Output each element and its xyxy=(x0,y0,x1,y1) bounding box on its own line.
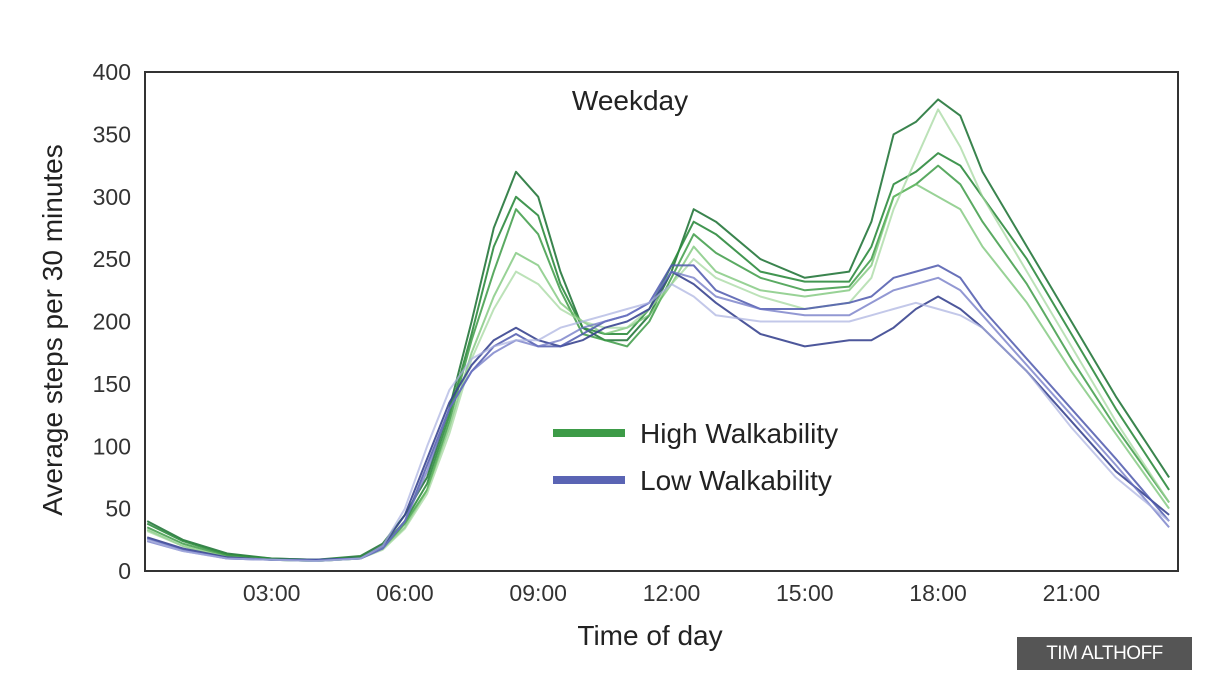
x-tick-label: 12:00 xyxy=(643,580,701,606)
series-line-low-6 xyxy=(146,264,1170,561)
y-axis-label: Average steps per 30 minutes xyxy=(37,144,68,515)
y-tick-label: 250 xyxy=(93,246,131,272)
legend: High Walkability Low Walkability xyxy=(553,418,838,496)
series-line-low-7 xyxy=(146,270,1170,562)
y-tick-label: 50 xyxy=(105,496,131,522)
y-tick-label: 150 xyxy=(93,371,131,397)
legend-label-high: High Walkability xyxy=(640,418,838,449)
x-tick-label: 03:00 xyxy=(243,580,301,606)
x-tick-label: 06:00 xyxy=(376,580,434,606)
y-tick-label: 0 xyxy=(118,558,131,584)
chart-title: Weekday xyxy=(572,85,688,116)
legend-label-low: Low Walkability xyxy=(640,465,832,496)
y-tick-label: 400 xyxy=(93,59,131,85)
series-line-high-0 xyxy=(146,98,1170,561)
series-line-low-8 xyxy=(146,283,1170,562)
series-line-high-2 xyxy=(146,164,1170,562)
x-tick-label: 15:00 xyxy=(776,580,834,606)
x-tick-label: 18:00 xyxy=(909,580,967,606)
y-axis: 0 50 100 150 200 250 300 350 400 xyxy=(93,59,131,584)
y-tick-label: 300 xyxy=(93,184,131,210)
y-tick-label: 200 xyxy=(93,309,131,335)
watermark-credit: TIM ALTHOFF xyxy=(1017,637,1192,670)
plot-frame xyxy=(144,71,1179,572)
series-line-high-3 xyxy=(146,183,1170,562)
y-tick-label: 350 xyxy=(93,121,131,147)
x-tick-label: 09:00 xyxy=(509,580,567,606)
series-line-low-5 xyxy=(146,270,1170,561)
x-tick-label: 21:00 xyxy=(1043,580,1101,606)
series-layer xyxy=(146,98,1170,562)
series-line-high-1 xyxy=(146,152,1170,561)
x-axis-label: Time of day xyxy=(577,620,722,651)
y-tick-label: 100 xyxy=(93,433,131,459)
x-axis: 03:00 06:00 09:00 12:00 15:00 18:00 21:00 xyxy=(243,580,1100,606)
